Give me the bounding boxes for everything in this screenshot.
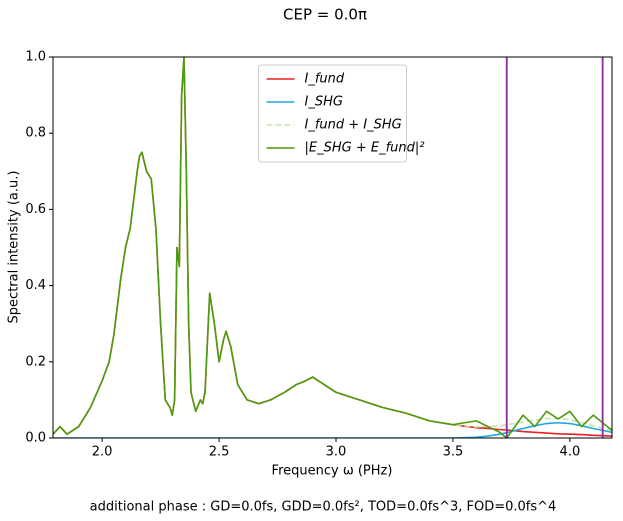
y-tick-label: 0.0 xyxy=(25,431,46,446)
x-axis-label: Frequency ω (PHz) xyxy=(272,464,393,479)
x-tick-label: 3.5 xyxy=(443,445,464,460)
plot xyxy=(53,57,612,438)
legend-label: I_SHG xyxy=(305,95,343,110)
annotation: additional phase : GD=0.0fs, GDD=0.0fs²,… xyxy=(90,500,557,515)
legend-label: |E_SHG + E_fund|² xyxy=(305,141,425,156)
legend-box xyxy=(258,64,407,163)
legend-label: I_fund xyxy=(305,72,345,87)
x-tick-label: 2.5 xyxy=(209,445,230,460)
y-tick-label: 0.2 xyxy=(25,354,46,369)
legend-label: I_fund + I_SHG xyxy=(305,118,402,133)
y-tick-label: 0.4 xyxy=(25,278,46,293)
chart-title: CEP = 0.0π xyxy=(283,6,367,24)
x-tick-label: 2.0 xyxy=(92,445,113,460)
y-tick-label: 1.0 xyxy=(25,50,46,65)
x-tick-label: 4.0 xyxy=(560,445,581,460)
series-line xyxy=(53,57,612,438)
y-tick-label: 0.8 xyxy=(25,126,46,141)
x-tick-label: 3.0 xyxy=(326,445,347,460)
series-line xyxy=(53,421,612,438)
plot-frame xyxy=(52,56,613,439)
y-axis-label: Spectral intensity (a.u.) xyxy=(7,171,22,324)
y-tick-label: 0.6 xyxy=(25,202,46,217)
